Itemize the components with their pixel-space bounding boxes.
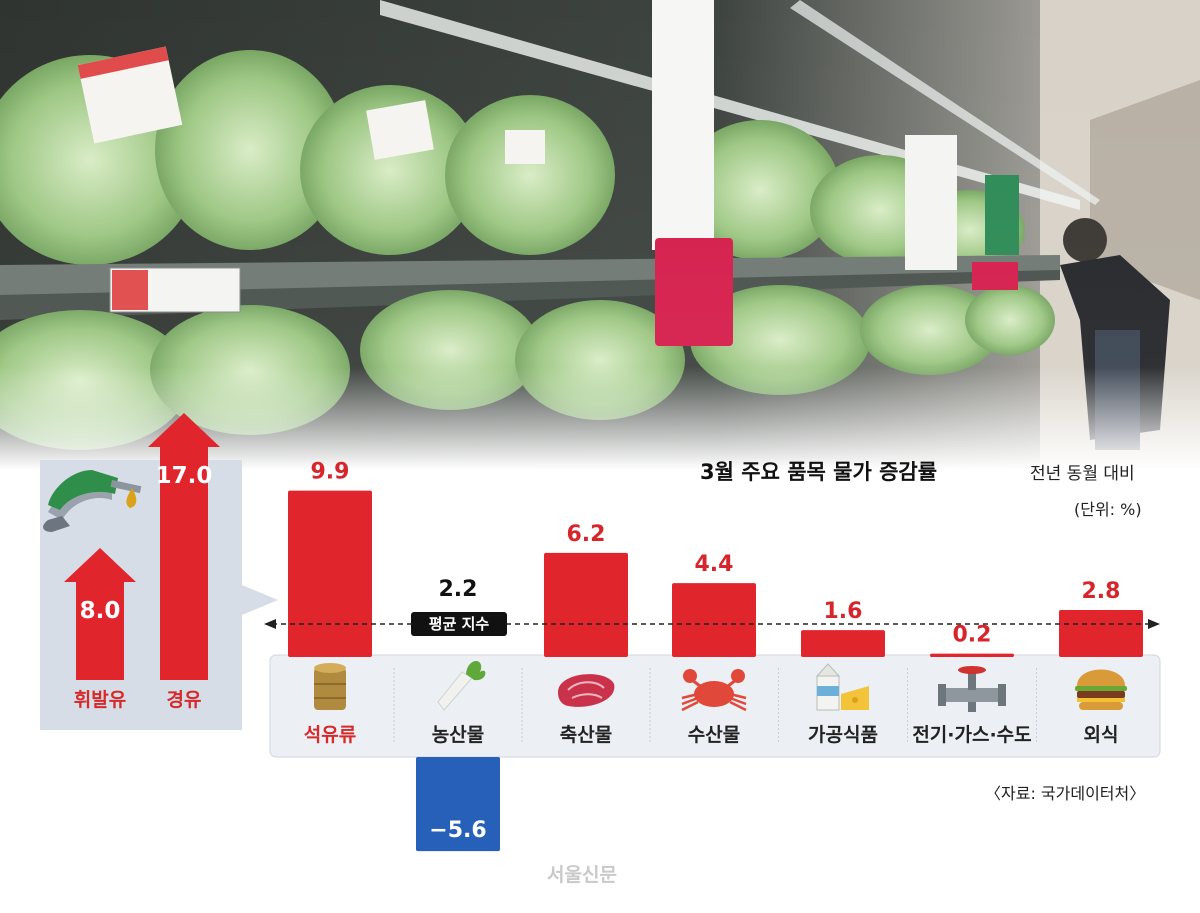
average-line-arrow-right	[1148, 619, 1160, 629]
average-value-label: 2.2	[439, 577, 478, 602]
fuel-bar-1	[148, 413, 220, 680]
meat-icon	[558, 674, 615, 707]
bar-3	[672, 583, 756, 657]
fuel-category-label-1: 경유	[167, 689, 202, 711]
unit-label: (단위: %)	[1074, 500, 1142, 519]
category-label-4: 가공식품	[808, 724, 878, 746]
value-label-4: 1.6	[824, 599, 863, 624]
category-label-5: 전기·가스·수도	[912, 724, 1031, 746]
category-label-1: 농산물	[432, 724, 484, 746]
chart-title: 3월 주요 품목 물가 증감률	[700, 460, 938, 484]
fuel-category-label-0: 휘발유	[74, 689, 126, 711]
source-note: 〈자료: 국가데이터처〉	[985, 784, 1146, 803]
value-label-2: 6.2	[567, 522, 606, 547]
chart-subtitle: 전년 동월 대비	[1030, 464, 1135, 484]
average-line-label: 평균 지수	[411, 612, 507, 636]
fuel-bar-0	[64, 548, 136, 680]
value-label-0: 9.9	[311, 460, 350, 485]
background-photo	[0, 0, 1200, 470]
value-label-1: −5.6	[429, 818, 486, 843]
category-label-0: 석유류	[304, 724, 356, 746]
bar-0	[288, 490, 372, 657]
bar-2	[544, 552, 628, 657]
bar-6	[1059, 609, 1143, 657]
crab-icon	[681, 669, 747, 712]
bar-1	[416, 757, 500, 852]
radish-icon	[437, 661, 486, 711]
fuel-nozzle-icon	[43, 470, 142, 532]
burger-icon	[1075, 669, 1127, 710]
milk-cheese-icon	[815, 663, 869, 711]
oil-barrel-icon	[314, 663, 346, 710]
value-label-5: 0.2	[953, 623, 992, 648]
category-label-6: 외식	[1084, 724, 1119, 746]
value-label-6: 2.8	[1082, 579, 1121, 604]
value-label-3: 4.4	[695, 552, 734, 577]
fuel-value-label-0: 8.0	[80, 598, 121, 624]
pipe-valve-icon	[938, 666, 1006, 712]
brand-logo: 서울신문	[547, 864, 617, 886]
bar-5	[930, 653, 1014, 657]
category-label-2: 축산물	[560, 724, 612, 746]
bar-4	[801, 630, 885, 657]
category-label-3: 수산물	[688, 724, 740, 746]
average-line-arrow-left	[264, 619, 276, 629]
fuel-value-label-1: 17.0	[156, 463, 213, 489]
